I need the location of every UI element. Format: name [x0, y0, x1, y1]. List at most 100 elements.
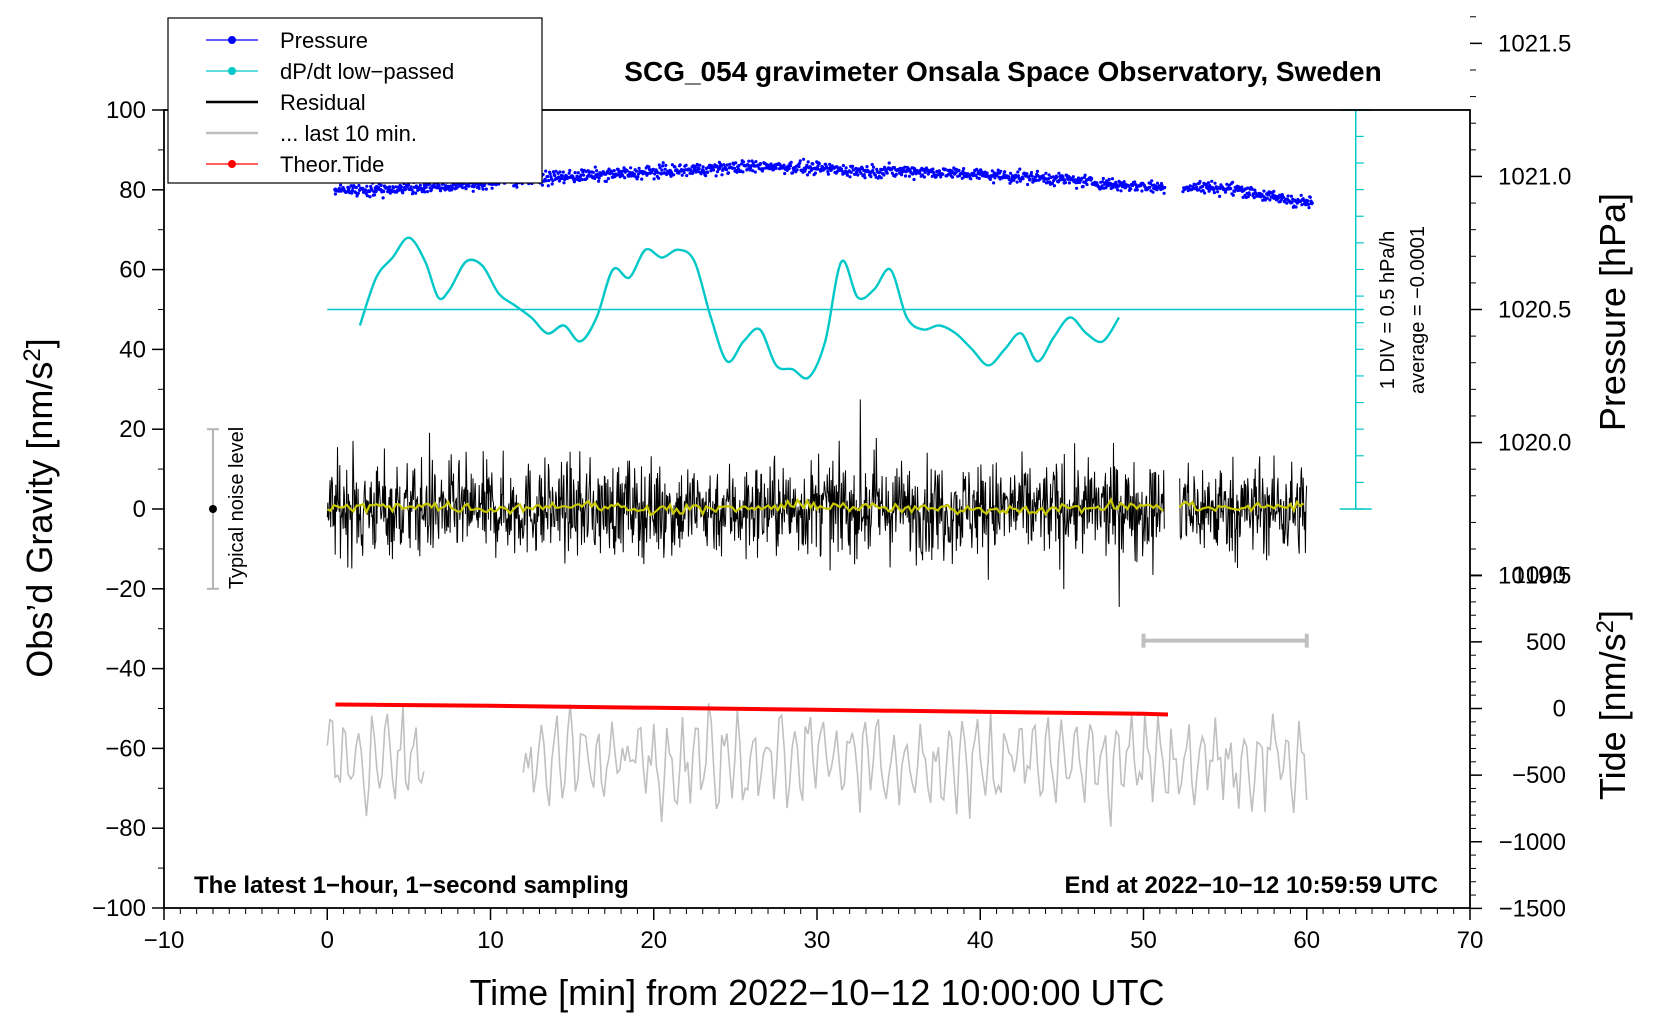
pressure-point	[931, 167, 935, 171]
pressure-point	[920, 173, 925, 177]
pressure-point	[969, 177, 973, 181]
pressure-point	[704, 174, 708, 178]
pressure-point	[1206, 181, 1211, 185]
pressure-point	[988, 177, 993, 181]
tide-tick-label: 500	[1526, 629, 1566, 656]
pressure-point	[593, 165, 597, 169]
pressure-point	[657, 176, 661, 180]
pressure-point	[736, 167, 740, 171]
pressure-point	[948, 171, 953, 175]
pressure-point	[401, 191, 405, 195]
pressure-point	[782, 163, 786, 167]
pressure-point	[720, 173, 724, 177]
pressure-point	[579, 173, 583, 177]
pressure-point	[1212, 191, 1216, 195]
dpdt-average-label: average = −0.0001	[1407, 226, 1429, 394]
pressure-point	[636, 172, 641, 176]
pressure-point	[1306, 199, 1310, 203]
pressure-point	[678, 163, 682, 167]
pressure-point	[1212, 188, 1216, 192]
legend-swatch-marker	[228, 36, 236, 44]
pressure-point	[1151, 190, 1155, 194]
pressure-point	[1028, 177, 1032, 182]
pressure-point	[423, 190, 427, 194]
pressure-point	[1085, 182, 1089, 187]
pressure-point	[848, 175, 852, 179]
pressure-point	[734, 161, 738, 165]
y-axis-label-tide: Tide [nm/s2]	[1592, 610, 1633, 800]
pressure-point	[1276, 196, 1280, 200]
pressure-point	[1051, 175, 1055, 179]
pressure-point	[706, 170, 710, 174]
pressure-tick-label: 1019.5	[1498, 563, 1571, 590]
pressure-point	[582, 173, 586, 177]
pressure-point	[1240, 185, 1244, 189]
pressure-point	[623, 176, 627, 180]
pressure-point	[863, 176, 867, 180]
pressure-point	[869, 175, 873, 179]
pressure-point	[1294, 205, 1298, 209]
pressure-point	[1163, 185, 1167, 190]
pressure-point	[649, 171, 654, 175]
pressure-point	[732, 166, 737, 170]
y-tick-label: −80	[105, 815, 146, 842]
x-tick-label: −10	[144, 927, 185, 954]
pressure-point	[567, 171, 571, 175]
pressure-point	[1122, 182, 1126, 187]
pressure-point	[1223, 190, 1228, 194]
pressure-point	[741, 170, 745, 174]
pressure-point	[789, 160, 793, 164]
pressure-point	[1193, 183, 1197, 187]
pressure-point	[862, 173, 866, 177]
pressure-point	[1016, 170, 1020, 174]
pressure-point	[805, 173, 810, 177]
pressure-point	[1216, 190, 1220, 194]
pressure-point	[753, 170, 757, 174]
pressure-point	[406, 183, 411, 187]
pressure-point	[591, 170, 595, 174]
pressure-point	[1050, 181, 1054, 185]
pressure-point	[887, 161, 891, 165]
pressure-point	[783, 171, 787, 176]
y-tick-label: 40	[119, 336, 146, 363]
pressure-point	[438, 189, 443, 193]
pressure-point	[937, 169, 942, 173]
pressure-point	[680, 173, 684, 177]
pressure-point	[871, 165, 876, 169]
pressure-point	[411, 190, 415, 194]
pressure-point	[414, 191, 418, 195]
pressure-point	[672, 173, 676, 177]
y-tick-label: 20	[119, 416, 146, 443]
pressure-point	[1104, 186, 1108, 190]
pressure-point	[789, 164, 793, 168]
pressure-point	[912, 177, 916, 182]
x-tick-label: 30	[804, 927, 831, 954]
legend-label: dP/dt low−passed	[280, 59, 454, 84]
pressure-point	[657, 163, 661, 167]
pressure-point	[357, 183, 361, 188]
pressure-point	[1012, 178, 1016, 182]
pressure-point	[907, 174, 912, 178]
pressure-point	[1047, 173, 1051, 177]
pressure-point	[597, 179, 601, 183]
x-tick-label: 60	[1293, 927, 1320, 954]
pressure-point	[787, 166, 791, 171]
pressure-point	[636, 175, 640, 179]
pressure-point	[975, 167, 979, 171]
pressure-point	[1016, 174, 1021, 178]
pressure-point	[751, 161, 755, 165]
pressure-point	[957, 168, 961, 172]
pressure-point	[1162, 191, 1166, 195]
pressure-point	[1018, 179, 1023, 183]
pressure-point	[1122, 180, 1126, 184]
pressure-point	[1306, 202, 1310, 207]
pressure-point	[490, 186, 494, 190]
pressure-point	[999, 169, 1003, 173]
pressure-point	[1025, 172, 1029, 176]
pressure-point	[811, 162, 815, 166]
pressure-point	[363, 188, 368, 192]
pressure-point	[1261, 198, 1265, 202]
pressure-point	[409, 185, 413, 189]
pressure-point	[1248, 192, 1252, 197]
pressure-point	[1018, 167, 1022, 171]
